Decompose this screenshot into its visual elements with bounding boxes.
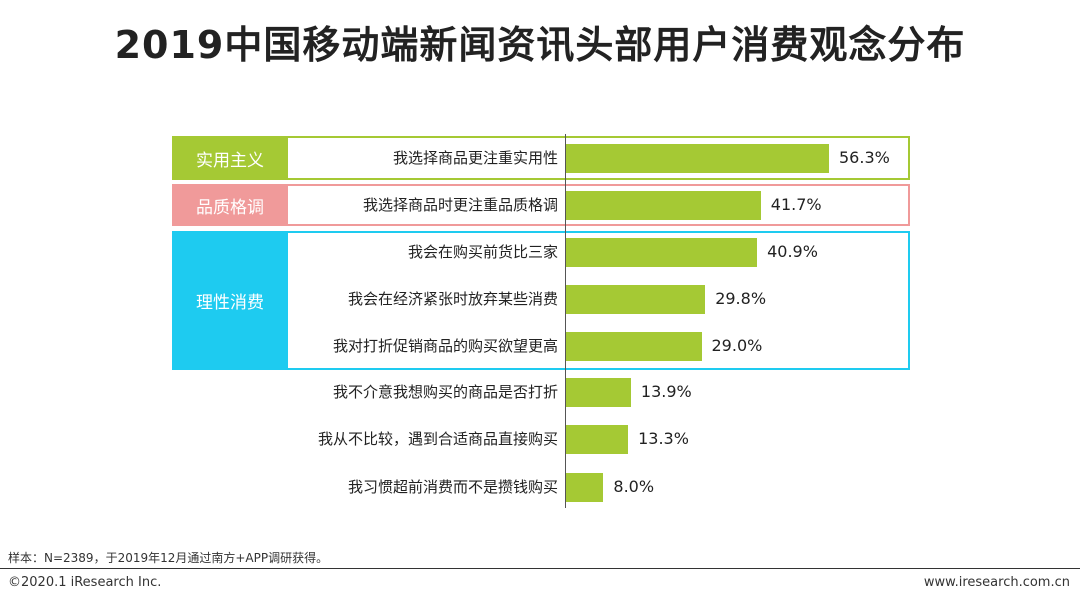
bar-value: 29.8% <box>715 289 767 308</box>
bar-value: 8.0% <box>613 477 655 496</box>
bar <box>566 332 702 361</box>
bar <box>566 473 604 502</box>
bar-label: 我会在购买前货比三家 <box>407 243 558 261</box>
chart-title: 2019中国移动端新闻资讯头部用户消费观念分布 <box>114 23 966 67</box>
bar-value: 40.9% <box>767 242 818 261</box>
bar-label: 我不介意我想购买的商品是否打折 <box>332 383 558 401</box>
bar-label: 我从不比较，遇到合适商品直接购买 <box>317 430 558 448</box>
bar <box>566 378 631 407</box>
bar <box>566 238 758 267</box>
bar <box>566 191 761 220</box>
group-label-rational: 理性消费 <box>172 231 288 370</box>
copyright-text: ©2020.1 iResearch Inc. <box>8 575 162 590</box>
group-label-quality: 品质格调 <box>172 184 288 226</box>
bar <box>566 285 706 314</box>
footer-divider <box>0 568 1080 569</box>
group-label-practical: 实用主义 <box>172 136 288 180</box>
bar-label: 我选择商品更注重实用性 <box>392 149 558 167</box>
bar <box>566 425 629 454</box>
bar-value: 13.3% <box>638 429 689 448</box>
footnote: 样本：N=2389，于2019年12月通过南方+APP调研获得。 <box>8 551 329 565</box>
bar-label: 我对打折促销商品的购买欲望更高 <box>332 337 558 355</box>
bar-value: 13.9% <box>640 382 692 401</box>
bar-value: 29.0% <box>711 336 763 355</box>
bar-label: 我习惯超前消费而不是攒钱购买 <box>347 478 558 496</box>
axis-line <box>565 134 566 508</box>
bar <box>566 144 829 173</box>
website-link[interactable]: www.iresearch.com.cn <box>923 575 1070 590</box>
bar-value: 56.3% <box>839 148 890 167</box>
bar-label: 我会在经济紧张时放弃某些消费 <box>347 290 558 308</box>
bar-label: 我选择商品时更注重品质格调 <box>362 196 558 214</box>
bar-value: 41.7% <box>770 195 822 214</box>
